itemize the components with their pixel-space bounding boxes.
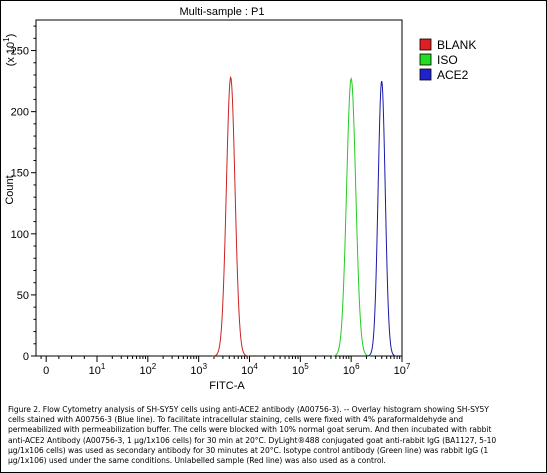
x-tick-label: 102 (139, 362, 156, 377)
legend-label-ace2: ACE2 (437, 68, 469, 82)
y-multiplier-text: (x 101) (2, 34, 17, 67)
histogram-series (212, 75, 397, 357)
series-line-blank (212, 75, 249, 357)
y-axis-multiplier: (x 101) (2, 34, 17, 67)
y-tick-label: 0 (23, 351, 29, 363)
legend-swatch-ace2 (419, 68, 432, 81)
series-line-ace2 (366, 80, 397, 357)
x-axis-label: FITC-A (209, 380, 245, 392)
legend-label-blank: BLANK (437, 38, 476, 52)
y-tick-label: 250 (11, 46, 29, 58)
x-tick-label: 105 (292, 362, 309, 377)
chart-title: Multi-sample : P1 (180, 6, 265, 18)
plot-area (35, 19, 403, 357)
y-axis-label: Count (4, 175, 16, 204)
figure-caption: Figure 2. Flow Cytometry analysis of SH-… (8, 405, 497, 466)
y-tick-label: 50 (17, 290, 29, 302)
x-tick-label: 0 (43, 365, 49, 377)
x-tick-label: 107 (394, 362, 411, 377)
flow-cytometry-histogram: Multi-sample : P1 (x 101) Count FITC-A 0… (2, 6, 476, 392)
x-axis: 0 101 102 103 104 105 106 107 (40, 356, 411, 377)
y-axis: 0 50 100 150 200 250 (11, 25, 36, 363)
x-tick-label: 104 (241, 362, 258, 377)
legend-swatch-blank (419, 38, 432, 51)
y-tick-label: 100 (11, 229, 29, 241)
x-tick-label: 106 (343, 362, 360, 377)
y-tick-label: 200 (11, 107, 29, 119)
y-tick-label: 150 (11, 168, 29, 180)
x-tick-label: 103 (190, 362, 207, 377)
legend-label-iso: ISO (437, 53, 458, 67)
legend-swatch-iso (419, 53, 432, 66)
series-line-iso (331, 76, 371, 357)
x-tick-label: 101 (89, 362, 106, 377)
